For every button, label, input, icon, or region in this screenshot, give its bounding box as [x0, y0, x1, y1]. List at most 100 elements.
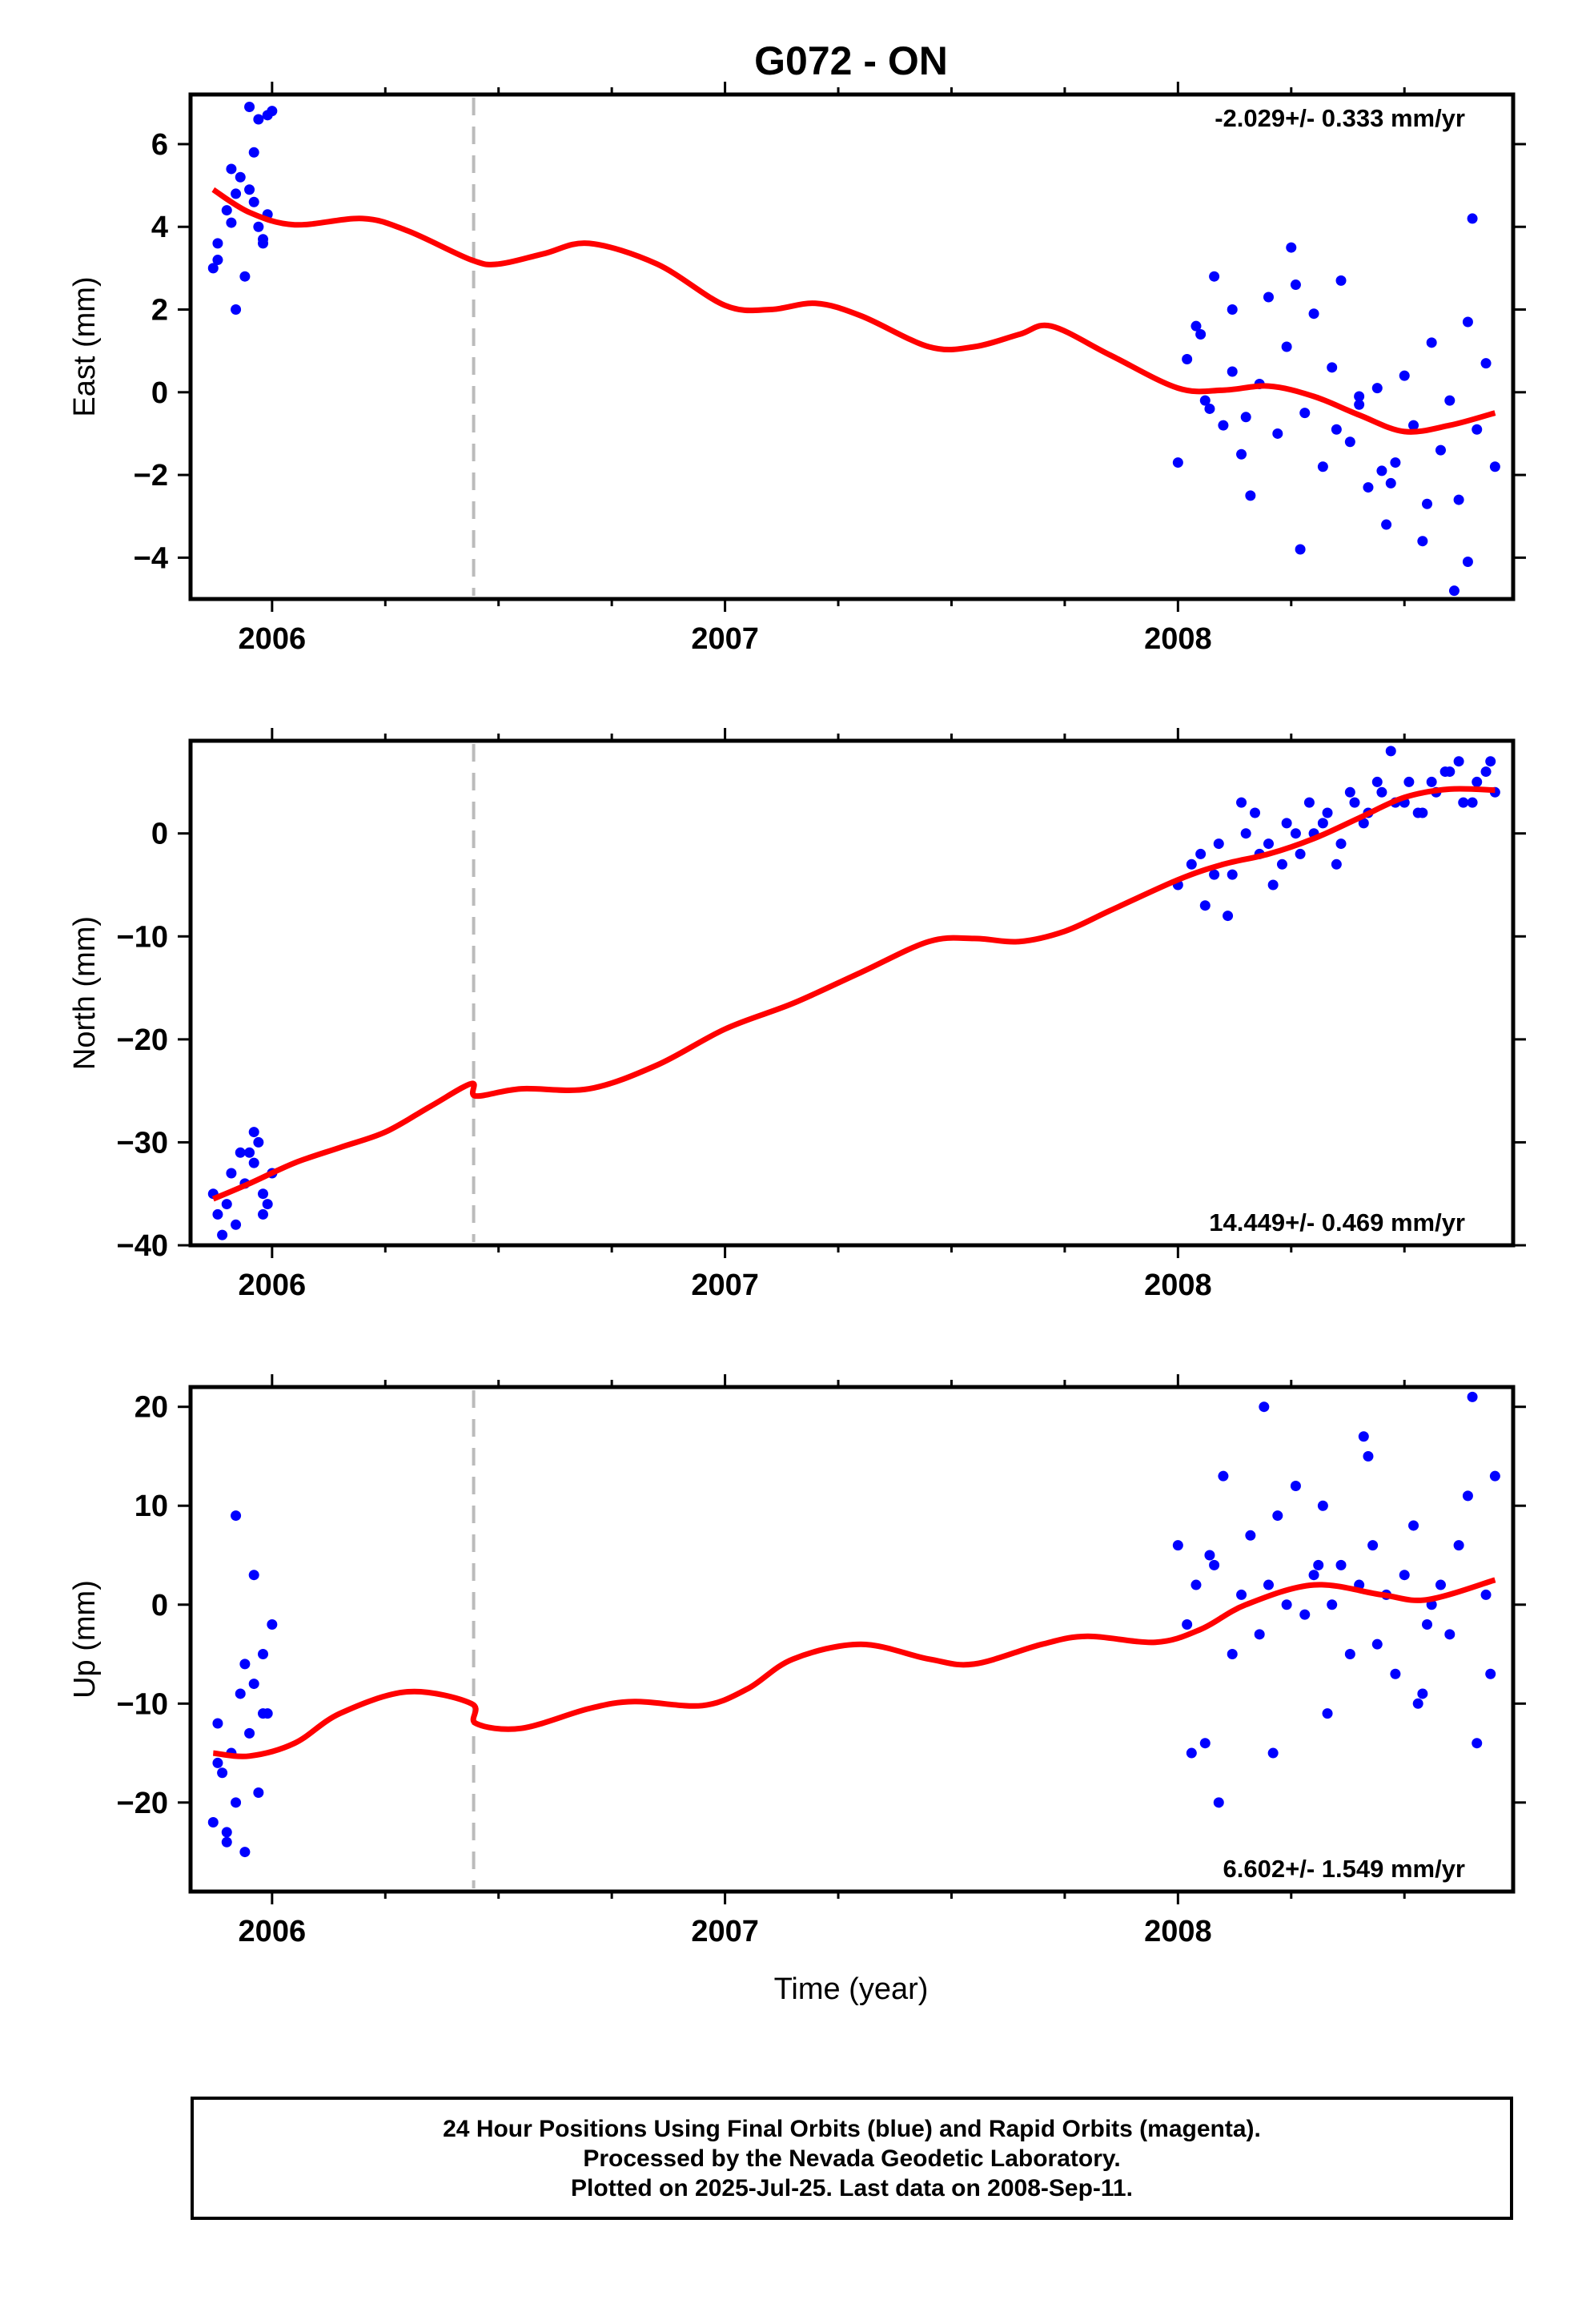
up-data-point [212, 1757, 223, 1768]
up-data-point [1313, 1559, 1324, 1570]
up-data-point [1317, 1500, 1328, 1511]
east-data-point [1227, 366, 1238, 377]
east-data-point [244, 184, 255, 195]
up-data-point [1485, 1668, 1496, 1679]
north-data-point [244, 1147, 255, 1158]
east-x-tick-label: 2006 [239, 622, 307, 656]
up-data-point [1435, 1579, 1446, 1590]
north-data-point [1223, 911, 1234, 922]
north-panel: 2006 2007 2008 −40 −30 −20 −10 0 North (mm) 14.44… [68, 728, 1526, 1302]
up-data-point [1489, 1470, 1500, 1482]
east-data-point [248, 196, 259, 207]
up-data-point [231, 1797, 242, 1808]
east-x-tick-label: 2008 [1144, 622, 1212, 656]
east-data-point [253, 221, 264, 232]
east-data-point [1199, 395, 1211, 406]
up-panel: 2006 2007 2008 −20 −10 0 10 20 Up (mm) 6.602+/- 1… [68, 1374, 1526, 1948]
east-y-tick-label: 0 [151, 376, 168, 410]
east-data-point [267, 106, 278, 117]
east-data-point [1462, 557, 1473, 568]
east-data-point [1462, 316, 1473, 328]
north-data-point [1376, 786, 1387, 798]
up-data-point [267, 1618, 278, 1630]
up-y-tick-label: −20 [117, 1787, 168, 1820]
up-data-point [1218, 1470, 1229, 1482]
east-data-point [1299, 408, 1311, 419]
up-data-point [207, 1817, 219, 1828]
up-x-tick-label: 2007 [691, 1915, 759, 1948]
east-data-point [1195, 329, 1207, 340]
north-data-point [226, 1168, 237, 1179]
caption-box: 24 Hour Positions Using Final Orbits (bl… [191, 2097, 1513, 2220]
north-data-point [1236, 797, 1247, 808]
east-data-point [1331, 424, 1342, 435]
east-data-point [1290, 279, 1301, 291]
north-data-point [1186, 858, 1197, 870]
east-data-point [1182, 353, 1193, 364]
up-data-point [1344, 1649, 1355, 1660]
east-points [207, 101, 1500, 597]
east-data-point [1385, 477, 1396, 489]
up-points [207, 1391, 1500, 1858]
north-data-point [258, 1188, 269, 1200]
up-data-point [248, 1570, 259, 1581]
up-data-point [1480, 1589, 1492, 1600]
east-data-point [1354, 391, 1365, 402]
north-data-point [1290, 828, 1301, 839]
up-data-point [1263, 1579, 1274, 1590]
east-data-point [221, 205, 232, 216]
up-x-tick-label: 2006 [239, 1915, 307, 1948]
north-frame [188, 738, 1516, 1248]
north-data-point [248, 1157, 259, 1168]
up-data-point [221, 1836, 232, 1848]
east-data-point [1435, 444, 1446, 456]
north-x-tick-label: 2007 [691, 1269, 759, 1302]
north-points [207, 746, 1500, 1240]
up-data-point [1267, 1747, 1279, 1759]
east-y-tick-label: 2 [151, 294, 168, 328]
north-y-tick-label: −40 [117, 1229, 168, 1263]
north-y-tick-label: −30 [117, 1126, 168, 1160]
north-data-point [1227, 869, 1238, 880]
up-data-point [1412, 1698, 1423, 1709]
north-data-point [1358, 818, 1369, 829]
north-data-point [1240, 828, 1251, 839]
up-data-point [212, 1718, 223, 1729]
up-data-point [1467, 1391, 1478, 1402]
up-data-point [1371, 1638, 1383, 1650]
east-model-curve [211, 187, 1496, 435]
up-data-point [253, 1787, 264, 1798]
north-data-point [258, 1208, 269, 1220]
up-data-point [1227, 1649, 1238, 1660]
north-model-curve [211, 786, 1496, 1202]
caption-line-2: Processed by the Nevada Geodetic Laborat… [583, 2145, 1121, 2172]
east-y-tick-label: 4 [151, 211, 168, 244]
up-data-point [239, 1847, 251, 1858]
north-data-point [1331, 858, 1342, 870]
north-data-point [1263, 838, 1274, 850]
up-data-point [244, 1727, 255, 1739]
north-data-point [1453, 756, 1464, 767]
north-data-point [1371, 776, 1383, 787]
east-data-point [1371, 383, 1383, 394]
east-data-point [212, 255, 223, 266]
east-data-point [244, 101, 255, 112]
up-data-point [239, 1659, 251, 1670]
north-data-point [253, 1136, 264, 1148]
east-data-point [1444, 395, 1456, 406]
north-data-point [1267, 879, 1279, 891]
north-data-point [1480, 766, 1492, 778]
up-data-point [231, 1510, 242, 1522]
up-data-point [1408, 1520, 1419, 1531]
up-data-point [1182, 1618, 1193, 1630]
north-data-point [212, 1208, 223, 1220]
east-data-point [1317, 461, 1328, 472]
east-data-point [1376, 465, 1387, 476]
east-data-point [1191, 320, 1202, 332]
north-data-point [231, 1219, 242, 1230]
north-y-tick-label: −20 [117, 1023, 168, 1057]
east-data-point [1335, 275, 1347, 286]
up-y-tick-label: 20 [135, 1391, 168, 1425]
east-data-point [1363, 482, 1374, 493]
east-y-tick-label: 6 [151, 128, 168, 162]
